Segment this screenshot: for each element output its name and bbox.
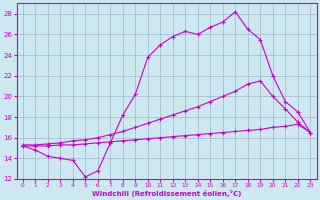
X-axis label: Windchill (Refroidissement éolien,°C): Windchill (Refroidissement éolien,°C) <box>92 190 241 197</box>
